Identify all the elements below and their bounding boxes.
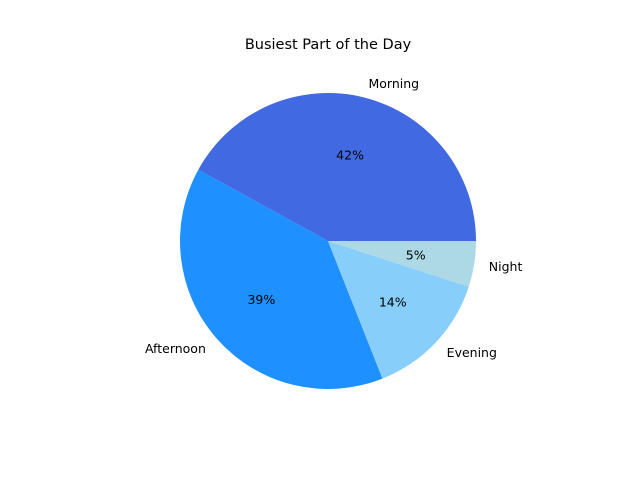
slice-label-night: Night bbox=[489, 259, 523, 274]
pie-slice-evening bbox=[328, 241, 469, 379]
percent-label-night: 5% bbox=[406, 247, 426, 262]
slice-label-morning: Morning bbox=[368, 76, 419, 91]
percent-label-afternoon: 39% bbox=[247, 292, 275, 307]
pie-slice-morning bbox=[198, 92, 476, 242]
slice-label-evening: Evening bbox=[447, 345, 497, 360]
pie-slices bbox=[179, 92, 476, 390]
percent-label-morning: 42% bbox=[336, 147, 364, 162]
pie-labels: Morning 42% Afternoon 39% Evening 14% Night 5% bbox=[145, 76, 523, 360]
percent-label-evening: 14% bbox=[379, 294, 407, 309]
pie-slice-night bbox=[328, 241, 476, 287]
pie-slice-afternoon bbox=[179, 169, 383, 390]
slice-label-afternoon: Afternoon bbox=[145, 341, 206, 356]
chart-title: Busiest Part of the Day bbox=[245, 37, 412, 53]
